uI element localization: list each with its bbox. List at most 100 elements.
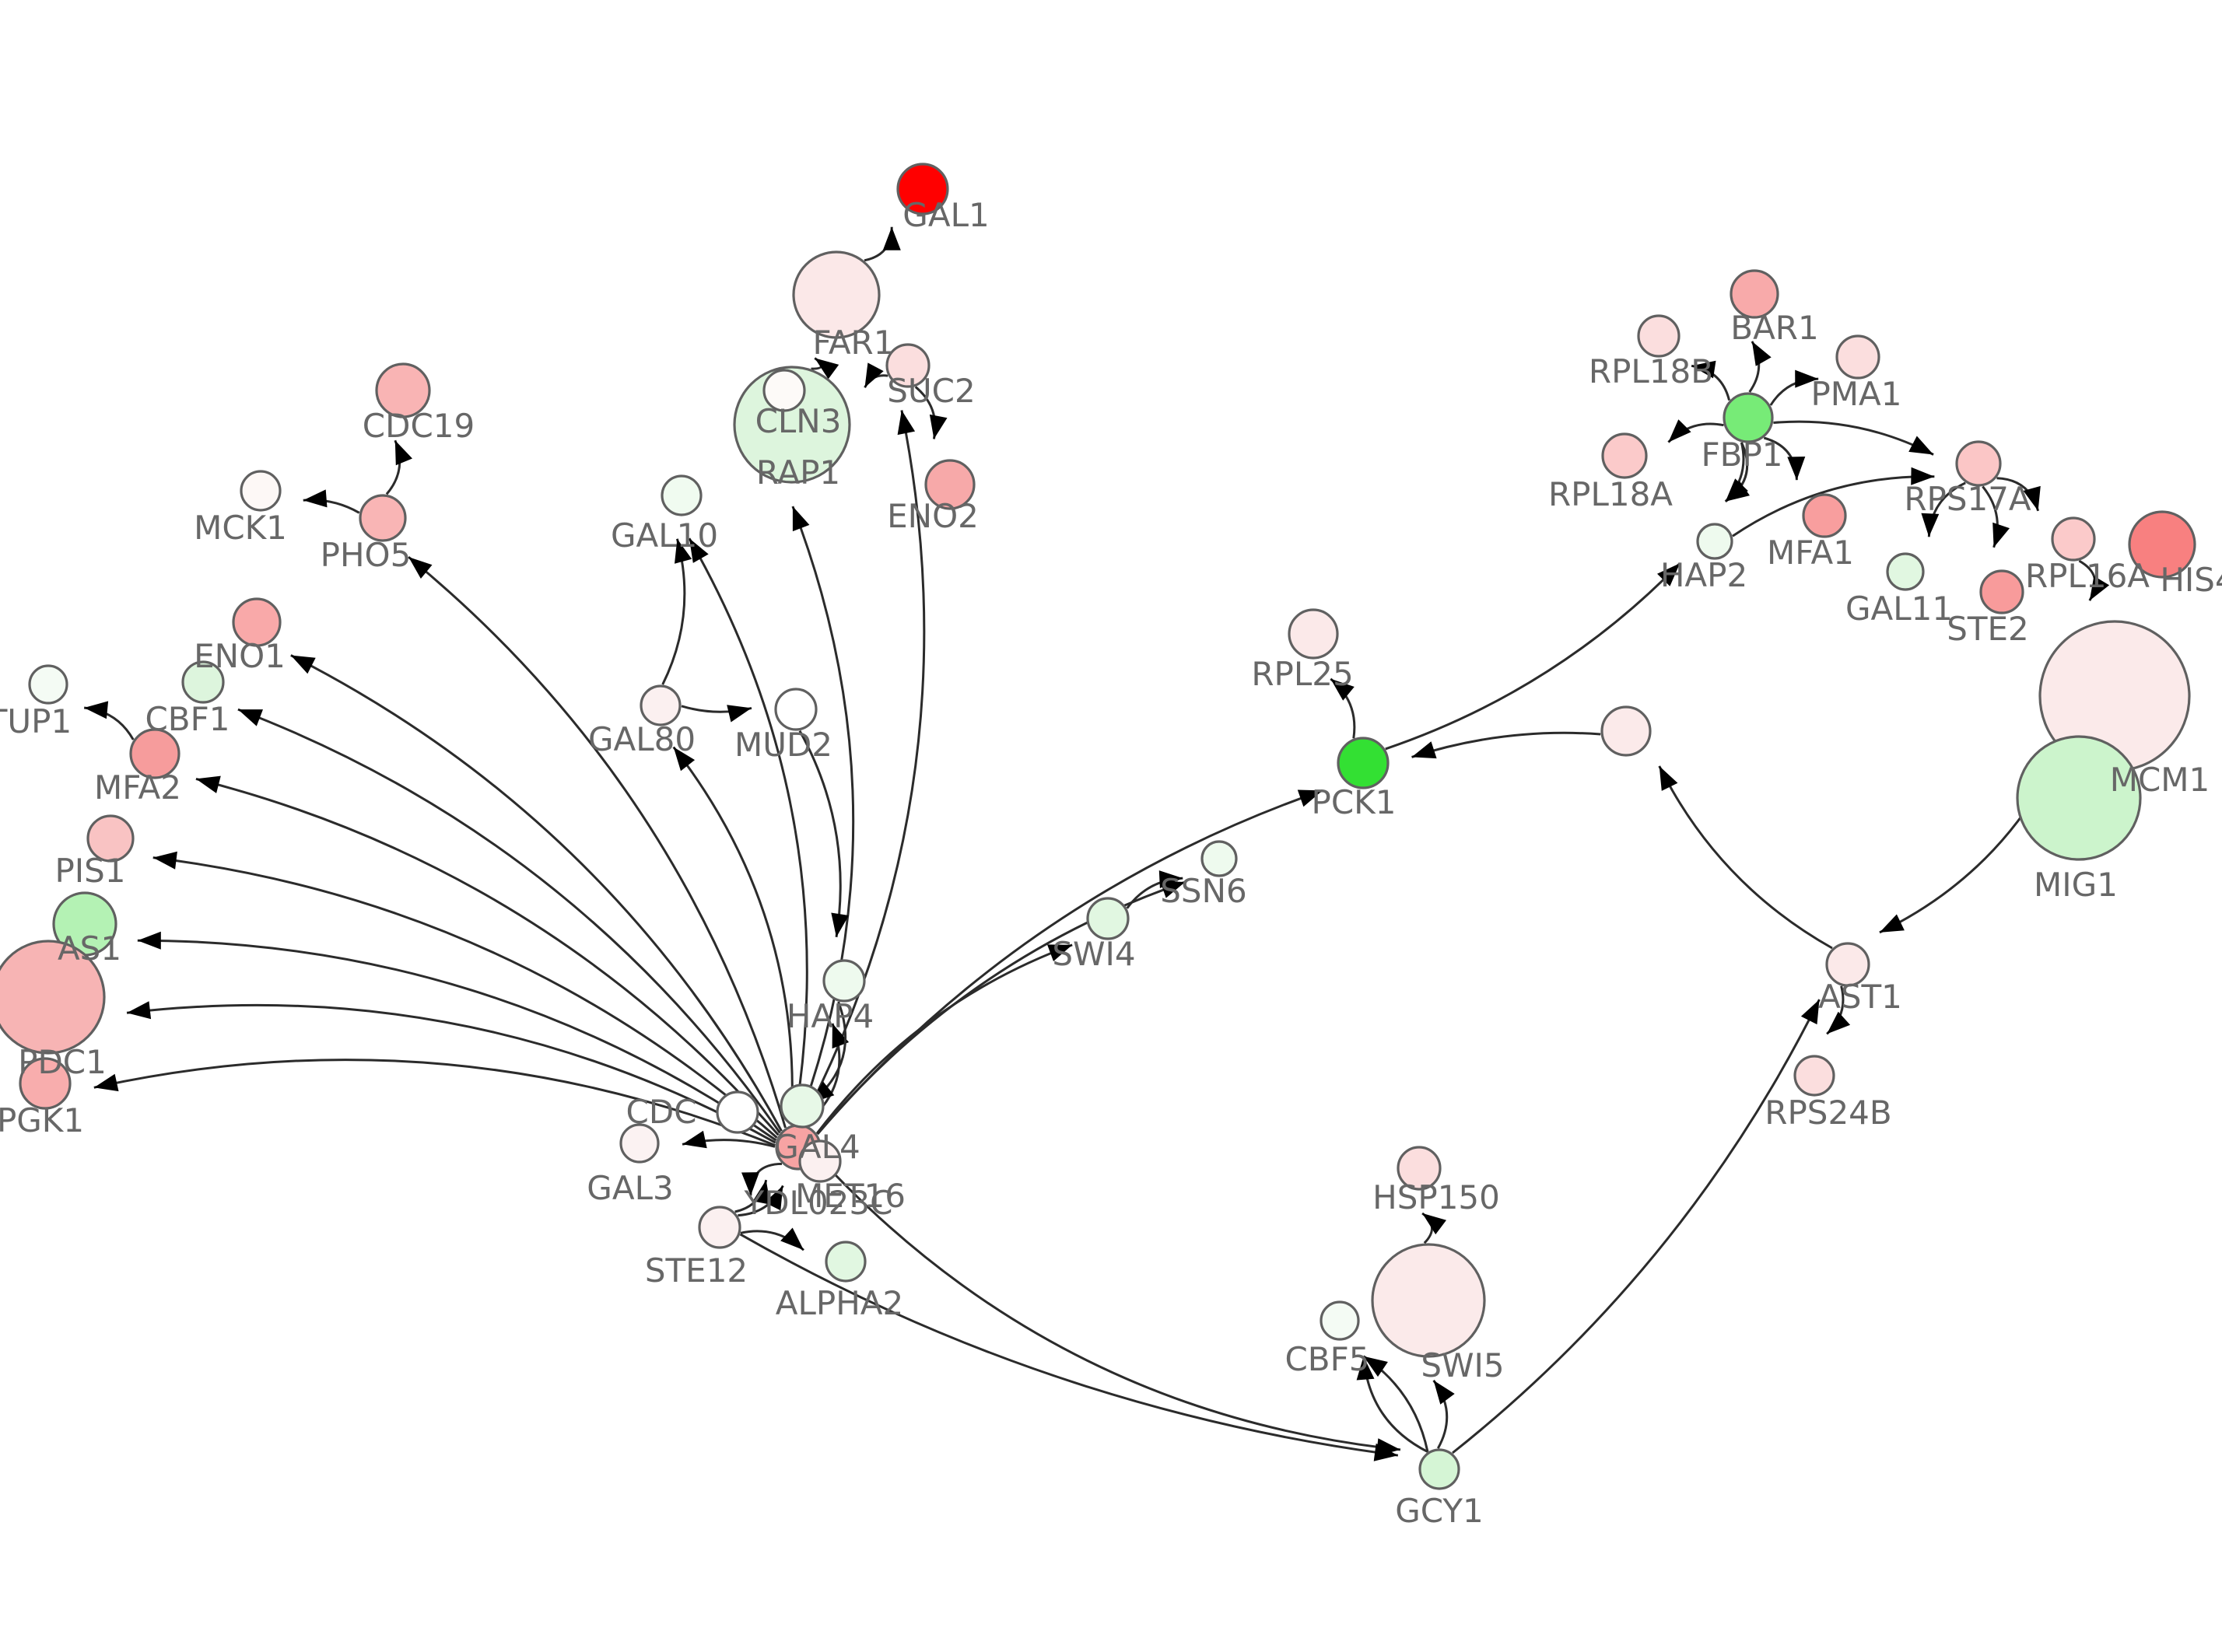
edge-arrowhead xyxy=(137,931,161,950)
node-alpha2[interactable] xyxy=(825,1241,867,1283)
edge-arrowhead xyxy=(815,358,839,380)
node-label-cln3: CLN3 xyxy=(755,402,842,440)
node-eno1[interactable] xyxy=(232,597,282,647)
edge-arrowhead xyxy=(1725,481,1750,502)
edge-arrowhead xyxy=(2023,485,2041,511)
node-swi4[interactable] xyxy=(1086,897,1130,940)
node-gcy1[interactable] xyxy=(1418,1448,1460,1490)
node-cln3[interactable] xyxy=(733,366,851,484)
node-swi5[interactable] xyxy=(1371,1243,1486,1358)
node-pis1[interactable] xyxy=(86,814,135,863)
node-rpl16a[interactable] xyxy=(2051,516,2096,562)
node-gal80[interactable] xyxy=(640,684,682,726)
edge-arrowhead xyxy=(1668,419,1691,443)
edge-arrowhead xyxy=(1411,741,1437,759)
node-hsp150[interactable] xyxy=(1397,1146,1442,1191)
node-gal3[interactable] xyxy=(619,1123,660,1164)
node-pck1[interactable] xyxy=(1337,737,1390,789)
node-label-mfa2: MFA2 xyxy=(94,768,181,807)
node-layer xyxy=(0,163,2196,1490)
node-mfa1[interactable] xyxy=(1802,493,1847,538)
node-label-rps24b: RPS24B xyxy=(1765,1094,1891,1132)
edge-arrowhead xyxy=(752,1180,771,1205)
node-met16[interactable] xyxy=(780,1083,825,1129)
edge-arrowhead xyxy=(195,775,221,793)
edge-arrowhead xyxy=(1827,1011,1851,1034)
edge-pck1-to-hap2 xyxy=(1385,562,1681,751)
node-far1[interactable] xyxy=(792,250,881,339)
node-hap2[interactable] xyxy=(1696,523,1733,560)
node-ste2[interactable] xyxy=(1979,569,2024,614)
node-cdc19[interactable] xyxy=(375,362,431,418)
node-label-gcy1: GCY1 xyxy=(1395,1492,1484,1530)
edge-gal4-to-pho5 xyxy=(408,555,787,1129)
node-label-ast1: AST1 xyxy=(1818,978,1902,1016)
node-rpl18a[interactable] xyxy=(1601,432,1648,479)
edge-gal4-to-gal80 xyxy=(672,746,794,1125)
node-mig1_src[interactable] xyxy=(1600,705,1652,757)
node-cdc[interactable] xyxy=(716,1090,759,1134)
edge-arrowhead xyxy=(792,506,810,532)
node-mud2[interactable] xyxy=(774,688,818,731)
node-rap1[interactable] xyxy=(762,369,806,412)
edge-gal4-to-gas1 xyxy=(137,939,777,1142)
node-suc2[interactable] xyxy=(885,343,931,388)
edge-arrowhead xyxy=(1795,369,1819,388)
node-label-mud2: MUD2 xyxy=(734,726,832,764)
node-label-gal10: GAL10 xyxy=(611,516,718,555)
node-pho5[interactable] xyxy=(359,494,407,542)
node-rpl25[interactable] xyxy=(1288,608,1339,660)
node-cbf5[interactable] xyxy=(1320,1300,1360,1341)
node-label-rpl16a: RPL16A xyxy=(2025,557,2150,595)
edge-arrowhead xyxy=(1751,341,1772,366)
edge-arrowhead xyxy=(1787,457,1806,481)
node-his4[interactable] xyxy=(2128,510,2196,579)
edge-gal4-to-cbf1 xyxy=(237,708,781,1134)
node-gal11[interactable] xyxy=(1886,552,1925,591)
node-mck1[interactable] xyxy=(240,470,282,512)
node-gal1[interactable] xyxy=(896,163,949,215)
edge-gal4-to-gal10 xyxy=(688,537,808,1125)
edge-arrowhead xyxy=(1373,1443,1398,1461)
label-layer: GAL1 FAR1 SUC2 ENO2 CLN3 RAP1 GAL10 CDC19 MCK1 PH… xyxy=(0,196,2222,1530)
node-gal10[interactable] xyxy=(661,474,703,516)
node-label-pma1: PMA1 xyxy=(1810,375,1901,413)
node-rps24b[interactable] xyxy=(1793,1055,1835,1097)
node-label-pck1: PCK1 xyxy=(1312,783,1397,821)
node-tup1[interactable] xyxy=(28,664,68,705)
node-bar1[interactable] xyxy=(1730,269,1779,319)
node-label-hsp150: HSP150 xyxy=(1372,1178,1500,1216)
node-cbf1[interactable] xyxy=(181,660,225,704)
node-mig1[interactable] xyxy=(2016,735,2142,861)
node-ast1[interactable] xyxy=(1825,942,1870,987)
node-label-gal4: GAL4 xyxy=(773,1128,860,1166)
edge-arrowhead xyxy=(929,414,948,439)
node-pdc1[interactable] xyxy=(0,940,106,1055)
node-fbp1[interactable] xyxy=(1723,392,1774,443)
edge-arrowhead xyxy=(1800,999,1820,1025)
edge-arrowhead xyxy=(673,747,696,772)
node-rpl18b[interactable] xyxy=(1637,314,1681,358)
node-mfa2[interactable] xyxy=(129,728,180,779)
edge-arrowhead xyxy=(408,557,433,579)
edge-layer xyxy=(83,226,2110,1461)
node-ste12[interactable] xyxy=(698,1206,741,1249)
node-eno2[interactable] xyxy=(924,459,976,510)
node-rps17a[interactable] xyxy=(1955,440,2002,487)
edge-ast1-to-mig1_src xyxy=(1658,765,1833,950)
node-pgk1[interactable] xyxy=(19,1057,72,1110)
node-label-rps17a: RPS17A xyxy=(1904,480,2031,518)
edge-arrowhead xyxy=(1659,765,1678,791)
edge-arrowhead xyxy=(1908,436,1934,455)
node-label-gal3: GAL3 xyxy=(587,1169,673,1207)
node-label-fbp1: FBP1 xyxy=(1701,436,1782,474)
node-hap4[interactable] xyxy=(822,959,866,1003)
node-ydl023c[interactable] xyxy=(798,1139,842,1183)
node-ssn6[interactable] xyxy=(1200,840,1238,877)
edge-gal4-to-cln3 xyxy=(791,506,855,1125)
edge-arrowhead xyxy=(237,709,263,726)
edge-arrowhead xyxy=(1160,880,1186,898)
node-pma1[interactable] xyxy=(1835,334,1880,380)
node-label-his4: HIS4 xyxy=(2160,561,2222,599)
